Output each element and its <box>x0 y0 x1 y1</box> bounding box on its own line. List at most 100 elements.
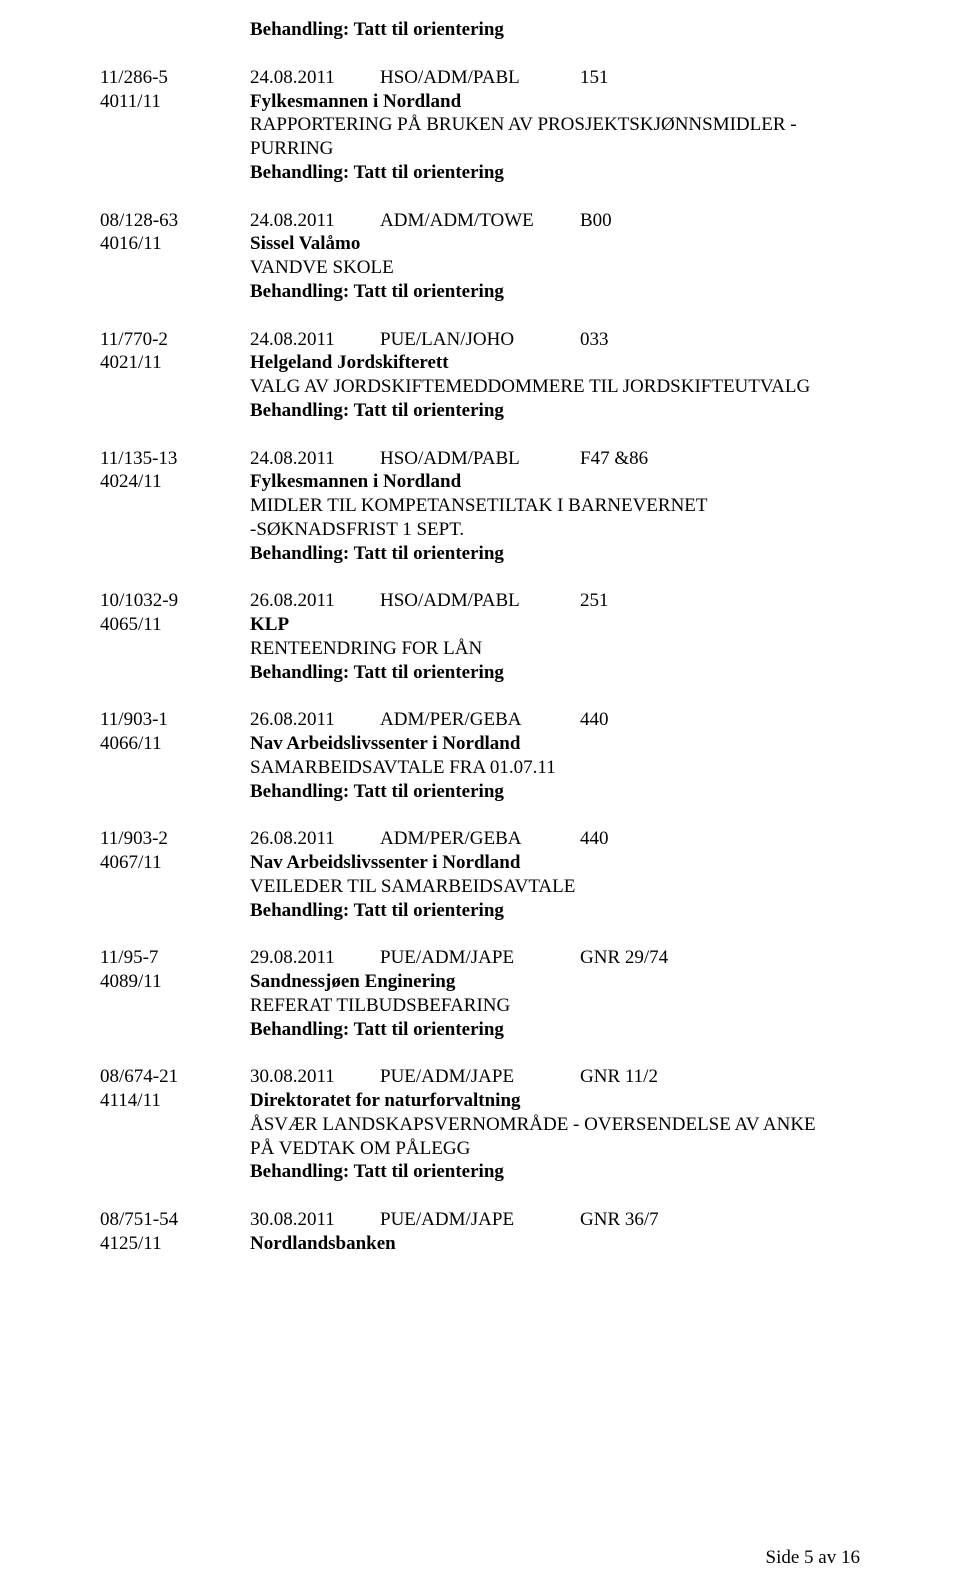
entry-ref: 4066/11 <box>100 732 250 756</box>
entry-ref: 11/135-13 <box>100 447 250 471</box>
entry-left: 08/128-634016/11 <box>100 209 250 304</box>
entry-dept: ADM/ADM/TOWE <box>380 209 550 233</box>
entries-container: 11/286-54011/1124.08.2011HSO/ADM/PABL151… <box>100 66 860 1256</box>
entry-left: 08/674-214114/11 <box>100 1065 250 1184</box>
entry: 11/135-134024/1124.08.2011HSO/ADM/PABLF4… <box>100 447 860 566</box>
entry-left: 11/903-24067/11 <box>100 827 250 922</box>
entry-treatment: Behandling: Tatt til orientering <box>250 899 860 923</box>
entry-left: 11/903-14066/11 <box>100 708 250 803</box>
entry-treatment: Behandling: Tatt til orientering <box>250 161 860 185</box>
entry-dept: HSO/ADM/PABL <box>380 589 550 613</box>
entry-ref: 4024/11 <box>100 470 250 494</box>
entry: 11/95-74089/1129.08.2011PUE/ADM/JAPEGNR … <box>100 946 860 1041</box>
entry-sender: Nav Arbeidslivssenter i Nordland <box>250 732 860 756</box>
entry-date: 26.08.2011 <box>250 827 350 851</box>
entry-ref: 4067/11 <box>100 851 250 875</box>
entry-sender: Fylkesmannen i Nordland <box>250 90 860 114</box>
entry: 11/903-24067/1126.08.2011ADM/PER/GEBA440… <box>100 827 860 922</box>
entry-ref: 4125/11 <box>100 1232 250 1256</box>
entry-header-row: 24.08.2011 ADM/ADM/TOWE B00 <box>250 209 860 233</box>
entry-left: 11/135-134024/11 <box>100 447 250 566</box>
entry-code: 151 <box>580 66 609 90</box>
entry: 08/128-634016/1124.08.2011 ADM/ADM/TOWE B0… <box>100 209 860 304</box>
entry-ref: 11/95-7 <box>100 946 250 970</box>
entry-body-line: RAPPORTERING PÅ BRUKEN AV PROSJEKTSKJØNN… <box>250 113 860 137</box>
entry-right: 30.08.2011 PUE/ADM/JAPE GNR 11/2Direktorat… <box>250 1065 860 1184</box>
entry-sender: KLP <box>250 613 860 637</box>
entry-left: 08/751-544125/11 <box>100 1208 250 1256</box>
entry: 10/1032-94065/1126.08.2011 HSO/ADM/PABL 25… <box>100 589 860 684</box>
entry-body-line: ÅSVÆR LANDSKAPSVERNOMRÅDE - OVERSENDELSE… <box>250 1113 860 1137</box>
entry-body-line: PÅ VEDTAK OM PÅLEGG <box>250 1137 860 1161</box>
entry-ref: 4065/11 <box>100 613 250 637</box>
entry-ref: 4021/11 <box>100 351 250 375</box>
entry-sender: Nordlandsbanken <box>250 1232 860 1256</box>
entry-code: 251 <box>580 589 609 613</box>
entry-date: 26.08.2011 <box>250 589 350 613</box>
entry-body-line: MIDLER TIL KOMPETANSETILTAK I BARNEVERNE… <box>250 494 860 518</box>
entry-body-line: VALG AV JORDSKIFTEMEDDOMMERE TIL JORDSKI… <box>250 375 860 399</box>
entry-right: 30.08.2011PUE/ADM/JAPEGNR 36/7Nordlandsb… <box>250 1208 860 1256</box>
entry-sender: Fylkesmannen i Nordland <box>250 470 860 494</box>
entry-ref: 4011/11 <box>100 90 250 114</box>
entry-dept: PUE/LAN/JOHO <box>380 328 550 352</box>
entry-header-row: 30.08.2011 PUE/ADM/JAPE GNR 11/2 <box>250 1065 860 1089</box>
entry-date: 26.08.2011 <box>250 708 350 732</box>
entry-dept: HSO/ADM/PABL <box>380 447 550 471</box>
entry-body-line: VEILEDER TIL SAMARBEIDSAVTALE <box>250 875 860 899</box>
entry-ref: 11/903-2 <box>100 827 250 851</box>
entry-code: GNR 36/7 <box>580 1208 659 1232</box>
entry-code: GNR 29/74 <box>580 946 668 970</box>
entry-header-row: 26.08.2011ADM/PER/GEBA440 <box>250 827 860 851</box>
entry-treatment: Behandling: Tatt til orientering <box>250 780 860 804</box>
treatment-heading: Behandling: Tatt til orientering <box>250 18 860 42</box>
entry-treatment: Behandling: Tatt til orientering <box>250 1160 860 1184</box>
entry-dept: ADM/PER/GEBA <box>380 827 550 851</box>
entry-header-row: 24.08.2011HSO/ADM/PABL151 <box>250 66 860 90</box>
entry-ref: 10/1032-9 <box>100 589 250 613</box>
entry-sender: Sandnessjøen Enginering <box>250 970 860 994</box>
entry-code: B00 <box>580 209 612 233</box>
entry-date: 24.08.2011 <box>250 328 350 352</box>
entry: 11/286-54011/1124.08.2011HSO/ADM/PABL151… <box>100 66 860 185</box>
entry-left: 11/770-24021/11 <box>100 328 250 423</box>
entry-date: 30.08.2011 <box>250 1208 350 1232</box>
entry-date: 24.08.2011 <box>250 66 350 90</box>
entry-ref: 11/770-2 <box>100 328 250 352</box>
entry-date: 30.08.2011 <box>250 1065 350 1089</box>
entry-body-line: PURRING <box>250 137 860 161</box>
entry-ref: 08/751-54 <box>100 1208 250 1232</box>
entry-header-row: 29.08.2011PUE/ADM/JAPEGNR 29/74 <box>250 946 860 970</box>
entry-ref: 08/128-63 <box>100 209 250 233</box>
entry: 11/903-14066/1126.08.2011 ADM/PER/GEBA 440… <box>100 708 860 803</box>
entry-dept: PUE/ADM/JAPE <box>380 1065 550 1089</box>
entry-ref: 4016/11 <box>100 232 250 256</box>
entry: 08/674-214114/1130.08.2011 PUE/ADM/JAPE GN… <box>100 1065 860 1184</box>
entry-header-row: 24.08.2011 PUE/LAN/JOHO 033 <box>250 328 860 352</box>
entry-header-row: 26.08.2011 HSO/ADM/PABL 251 <box>250 589 860 613</box>
entry-sender: Direktoratet for naturforvaltning <box>250 1089 860 1113</box>
entry-right: 24.08.2011PUE/LAN/JOHO033Helgeland Jords… <box>250 328 860 423</box>
entry-left: 10/1032-94065/11 <box>100 589 250 684</box>
page-footer: Side 5 av 16 <box>766 1546 860 1570</box>
entry-code: GNR 11/2 <box>580 1065 658 1089</box>
entry-code: F47 &86 <box>580 447 648 471</box>
entry-right: 24.08.2011ADM/ADM/TOWEB00Sissel ValåmoVA… <box>250 209 860 304</box>
entry-right: 26.08.2011 HSO/ADM/PABL 251KLPRENTEENDRING… <box>250 589 860 684</box>
entry-date: 24.08.2011 <box>250 209 350 233</box>
entry-body-line: VANDVE SKOLE <box>250 256 860 280</box>
document-page: Behandling: Tatt til orientering 11/286-… <box>0 0 960 1588</box>
entry-header-row: 24.08.2011HSO/ADM/PABLF47 &86 <box>250 447 860 471</box>
entry-body-line: SAMARBEIDSAVTALE FRA 01.07.11 <box>250 756 860 780</box>
entry-left: 11/95-74089/11 <box>100 946 250 1041</box>
entry-ref: 4089/11 <box>100 970 250 994</box>
entry-right: 26.08.2011 ADM/PER/GEBA 440Nav Arbeidslivs… <box>250 708 860 803</box>
entry-treatment: Behandling: Tatt til orientering <box>250 280 860 304</box>
entry-sender: Nav Arbeidslivssenter i Nordland <box>250 851 860 875</box>
entry-code: 440 <box>580 708 609 732</box>
entry-left: 11/286-54011/11 <box>100 66 250 185</box>
entry-body-line: RENTEENDRING FOR LÅN <box>250 637 860 661</box>
entry-right: 24.08.2011HSO/ADM/PABLF47 &86Fylkesmanne… <box>250 447 860 566</box>
entry-dept: ADM/PER/GEBA <box>380 708 550 732</box>
entry-code: 033 <box>580 328 609 352</box>
